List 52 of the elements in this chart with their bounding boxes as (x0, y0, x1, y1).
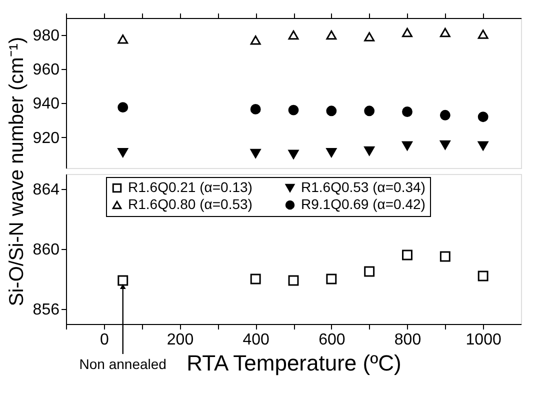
point (118, 102, 128, 113)
y-tick-label: 856 (32, 302, 60, 318)
legend-label: R1.6Q0.80 (α=0.53) (128, 196, 252, 212)
point (118, 275, 128, 286)
point (288, 275, 299, 286)
y-tick-label: 940 (32, 96, 60, 113)
point (478, 270, 488, 282)
point (402, 28, 412, 38)
point (364, 146, 375, 156)
point (250, 274, 261, 284)
point (118, 148, 128, 158)
legend-label: R9.1Q0.69 (α=0.42) (301, 196, 426, 212)
point (402, 106, 412, 117)
legend-label: R1.6Q0.21 (α=0.13) (128, 179, 252, 195)
point (440, 251, 450, 262)
point (250, 104, 261, 114)
x-tick-label: 1000 (466, 332, 502, 348)
point (364, 266, 375, 277)
y-tick-label: 920 (32, 130, 60, 147)
y-tick-label: 860 (32, 242, 60, 258)
point (402, 250, 412, 260)
point (326, 30, 337, 40)
y-tick-label: 980 (32, 28, 60, 45)
point (250, 148, 261, 158)
point (440, 140, 450, 150)
point (364, 106, 375, 116)
point (478, 112, 488, 122)
point (326, 106, 337, 116)
point (478, 141, 488, 150)
x-tick-label: 400 (242, 332, 270, 348)
point (402, 141, 412, 150)
point (250, 36, 261, 45)
point (288, 150, 299, 159)
annotation: Non annealed (79, 356, 166, 372)
point (326, 274, 337, 284)
point (326, 148, 337, 158)
x-tick-label: 600 (318, 332, 346, 348)
point (440, 28, 450, 38)
point (440, 110, 450, 120)
point (288, 104, 299, 116)
point (288, 30, 299, 40)
y-axis-title: Si-O/Si-N wave number (cm⁻¹) (6, 36, 28, 306)
x-tick-label: 800 (394, 332, 422, 348)
point (364, 32, 375, 42)
x-tick-label: 0 (100, 332, 109, 348)
point (118, 34, 128, 44)
y-tick-label: 960 (32, 62, 60, 79)
x-axis-title: RTA Temperature (ºC) (186, 350, 402, 376)
y-tick-label: 864 (32, 182, 60, 198)
legend-label: R1.6Q0.53 (α=0.34) (301, 179, 426, 195)
x-tick-label: 200 (166, 332, 194, 348)
point (478, 30, 488, 39)
